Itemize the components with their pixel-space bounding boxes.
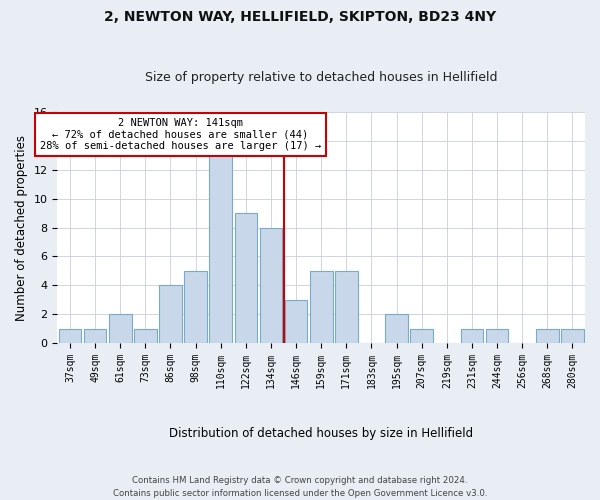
Bar xyxy=(134,328,157,343)
Bar xyxy=(184,271,207,343)
Bar xyxy=(109,314,131,343)
Bar xyxy=(235,213,257,343)
Bar xyxy=(335,271,358,343)
Text: 2 NEWTON WAY: 141sqm
← 72% of detached houses are smaller (44)
28% of semi-detac: 2 NEWTON WAY: 141sqm ← 72% of detached h… xyxy=(40,118,321,151)
Bar xyxy=(310,271,332,343)
Bar xyxy=(84,328,106,343)
Bar xyxy=(536,328,559,343)
X-axis label: Distribution of detached houses by size in Hellifield: Distribution of detached houses by size … xyxy=(169,427,473,440)
Bar xyxy=(209,156,232,343)
Bar xyxy=(159,286,182,343)
Bar xyxy=(461,328,483,343)
Text: 2, NEWTON WAY, HELLIFIELD, SKIPTON, BD23 4NY: 2, NEWTON WAY, HELLIFIELD, SKIPTON, BD23… xyxy=(104,10,496,24)
Text: Contains HM Land Registry data © Crown copyright and database right 2024.
Contai: Contains HM Land Registry data © Crown c… xyxy=(113,476,487,498)
Bar xyxy=(285,300,307,343)
Bar xyxy=(260,228,282,343)
Bar xyxy=(486,328,508,343)
Bar xyxy=(59,328,81,343)
Bar xyxy=(410,328,433,343)
Bar xyxy=(385,314,408,343)
Y-axis label: Number of detached properties: Number of detached properties xyxy=(15,134,28,320)
Bar xyxy=(561,328,584,343)
Title: Size of property relative to detached houses in Hellifield: Size of property relative to detached ho… xyxy=(145,72,497,85)
